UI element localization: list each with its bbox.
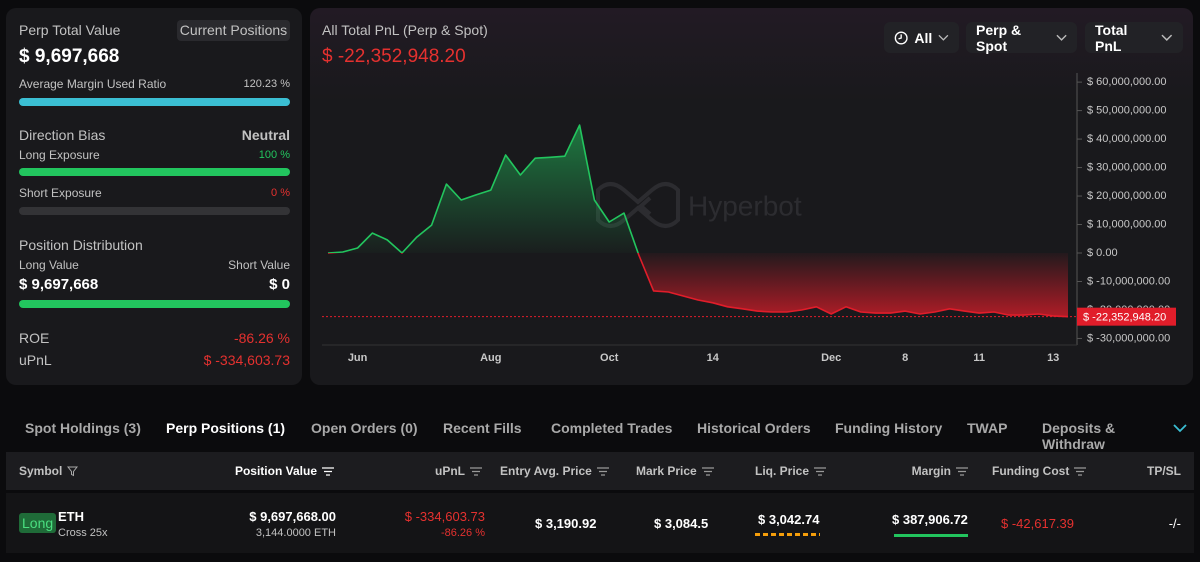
progress-bar — [19, 98, 290, 106]
value: -86.26 % — [233, 330, 290, 346]
position-size: 3,144.0000 ETH — [255, 527, 336, 539]
tab[interactable]: Open Orders (0) — [311, 420, 418, 436]
tabs-more[interactable] — [1173, 424, 1187, 433]
sort-icon — [1074, 466, 1087, 476]
column-header[interactable]: Symbol — [19, 464, 79, 478]
value: $ 9,697,668 — [19, 276, 99, 293]
dropdown-label: Perp & Spot — [976, 21, 1022, 54]
value: 0 % — [271, 187, 290, 199]
progress-bar — [19, 300, 290, 308]
column-label: Liq. Price — [755, 464, 810, 478]
entry-price: $ 3,190.92 — [535, 516, 597, 531]
chevron — [1161, 34, 1173, 41]
upnl-percent: -86.26 % — [440, 527, 485, 539]
symbol: ETH — [58, 509, 84, 524]
upnl: $ -334,603.73 — [404, 509, 485, 524]
tab[interactable]: Funding History — [835, 420, 943, 436]
margin: $ 387,906.72 — [892, 512, 968, 527]
label: Long Exposure — [19, 148, 100, 162]
value: $ 0 — [269, 276, 290, 293]
label: Short Value — [228, 258, 290, 272]
range-dropdown[interactable]: All — [884, 22, 959, 53]
mark-price: $ 3,084.5 — [654, 516, 709, 531]
column-header[interactable]: Entry Avg. Price — [500, 464, 609, 478]
label: Short Exposure — [19, 186, 102, 200]
column-label: Position Value — [234, 464, 317, 478]
value: $ -334,603.73 — [203, 352, 290, 368]
value: 100 % — [258, 149, 290, 161]
table-row — [6, 493, 1194, 553]
chart-title: All Total PnL (Perp & Spot) — [322, 22, 488, 38]
margin-mode: Cross 25x — [58, 527, 108, 539]
column-header[interactable]: Liq. Price — [755, 464, 827, 478]
label: ROE — [19, 330, 50, 346]
value: Neutral — [241, 127, 290, 143]
side-badge: Long — [19, 513, 57, 533]
label: Direction Bias — [19, 127, 106, 143]
sort-icon — [814, 466, 827, 476]
column-label: uPnL — [435, 464, 465, 478]
tab[interactable]: TWAP — [967, 420, 1008, 436]
label: uPnL — [19, 352, 52, 368]
progress-bar — [19, 207, 290, 215]
tab[interactable]: Spot Holdings (3) — [25, 420, 141, 436]
column-header[interactable]: Funding Cost — [992, 464, 1087, 478]
dropdown-label: Total PnL — [1095, 21, 1128, 54]
current-positions-button[interactable]: Current Positions — [177, 20, 290, 41]
column-header[interactable]: uPnL — [435, 464, 482, 478]
column-label: TP/SL — [1146, 464, 1181, 478]
metric-dropdown[interactable]: Total PnL — [1085, 21, 1183, 54]
column-label: Margin — [911, 464, 951, 478]
sort-icon — [470, 466, 482, 476]
column-header[interactable]: Margin — [912, 464, 968, 478]
sort-icon — [596, 466, 609, 476]
margin-bar — [894, 534, 968, 537]
sort-icon — [956, 466, 968, 476]
sort-icon — [701, 466, 714, 476]
funding-cost: $ -42,617.39 — [1001, 516, 1075, 531]
tp-sl: -/- — [1168, 516, 1181, 531]
label: Position Distribution — [19, 237, 143, 253]
filter-icon — [67, 466, 79, 476]
column-label: Mark Price — [636, 464, 697, 478]
panel-title: Perp Total Value — [19, 22, 121, 38]
column-header[interactable]: Position Value — [235, 464, 334, 478]
tab[interactable]: Deposits & Withdraw — [1042, 420, 1116, 452]
sort-icon — [322, 466, 334, 476]
column-header[interactable]: TP/SL — [1147, 464, 1181, 478]
label: Long Value — [19, 258, 79, 272]
column-label: Funding Cost — [992, 464, 1070, 478]
summary-panel — [6, 8, 302, 385]
column-label: Entry Avg. Price — [500, 464, 592, 478]
total-pnl: $ -22,352,948.20 — [322, 46, 466, 67]
tab[interactable]: Perp Positions (1) — [166, 420, 286, 436]
column-label: Symbol — [19, 464, 63, 478]
dropdown-label: All — [914, 29, 933, 46]
tab[interactable]: Historical Orders — [697, 420, 811, 436]
label: Average Margin Used Ratio — [19, 77, 167, 91]
progress-bar — [19, 168, 290, 176]
chevron — [938, 34, 949, 41]
position-value: $ 9,697,668.00 — [249, 509, 336, 524]
liq-distance-bar — [755, 533, 820, 536]
chevron — [1056, 34, 1067, 41]
liq-price: $ 3,042.74 — [758, 512, 820, 527]
market-dropdown[interactable]: Perp & Spot — [966, 21, 1077, 54]
tab[interactable]: Recent Fills — [443, 420, 522, 436]
total-value: $ 9,697,668 — [19, 46, 120, 67]
column-header[interactable]: Mark Price — [636, 464, 714, 478]
clock-icon — [894, 31, 908, 44]
value: 120.23 % — [243, 78, 290, 90]
tab[interactable]: Completed Trades — [551, 420, 673, 436]
